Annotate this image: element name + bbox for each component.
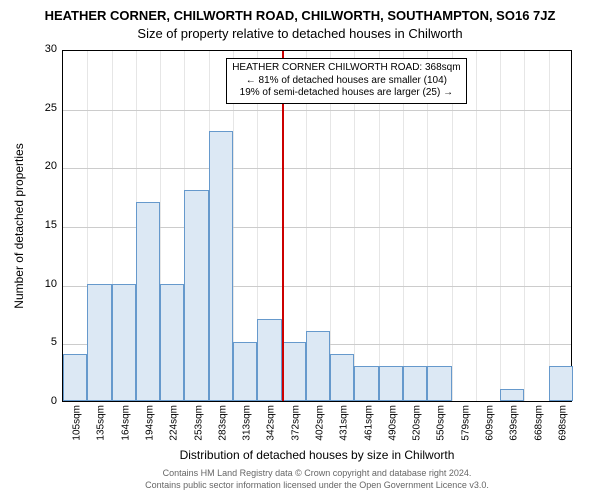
x-tick-label: 609sqm xyxy=(481,401,496,441)
y-tick-label: 15 xyxy=(45,219,63,231)
x-tick-label: 402sqm xyxy=(311,401,326,441)
x-tick-label: 194sqm xyxy=(141,401,156,441)
histogram-bar xyxy=(112,284,136,401)
histogram-bar xyxy=(160,284,184,401)
histogram-bar xyxy=(233,342,257,401)
x-tick-label: 224sqm xyxy=(165,401,180,441)
x-tick-label: 283sqm xyxy=(213,401,228,441)
v-gridline xyxy=(500,51,501,401)
v-gridline xyxy=(524,51,525,401)
chart-title-line2: Size of property relative to detached ho… xyxy=(0,26,600,41)
chart-title-line1: HEATHER CORNER, CHILWORTH ROAD, CHILWORT… xyxy=(0,8,600,23)
y-axis-label: Number of detached properties xyxy=(12,50,26,402)
plot-area: 051015202530105sqm135sqm164sqm194sqm224s… xyxy=(62,50,572,402)
histogram-bar xyxy=(379,366,403,401)
x-axis-label: Distribution of detached houses by size … xyxy=(62,448,572,462)
h-gridline xyxy=(63,110,571,111)
y-tick-label: 10 xyxy=(45,278,63,290)
x-tick-label: 164sqm xyxy=(116,401,131,441)
v-gridline xyxy=(476,51,477,401)
histogram-bar xyxy=(427,366,451,401)
histogram-bar xyxy=(257,319,281,401)
x-tick-label: 313sqm xyxy=(238,401,253,441)
y-tick-label: 20 xyxy=(45,160,63,172)
x-tick-label: 105sqm xyxy=(68,401,83,441)
y-tick-label: 30 xyxy=(45,43,63,55)
x-tick-label: 698sqm xyxy=(553,401,568,441)
x-tick-label: 579sqm xyxy=(456,401,471,441)
x-tick-label: 490sqm xyxy=(383,401,398,441)
x-tick-label: 342sqm xyxy=(262,401,277,441)
y-tick-label: 25 xyxy=(45,102,63,114)
y-tick-label: 0 xyxy=(51,395,63,407)
histogram-bar xyxy=(306,331,330,401)
histogram-bar xyxy=(63,354,87,401)
x-tick-label: 431sqm xyxy=(335,401,350,441)
x-tick-label: 461sqm xyxy=(359,401,374,441)
x-tick-label: 253sqm xyxy=(189,401,204,441)
x-tick-label: 639sqm xyxy=(505,401,520,441)
histogram-bar xyxy=(136,202,160,401)
histogram-bar xyxy=(184,190,208,401)
histogram-bar xyxy=(549,366,573,401)
histogram-bar xyxy=(87,284,111,401)
histogram-bar xyxy=(500,389,524,401)
h-gridline xyxy=(63,168,571,169)
y-tick-label: 5 xyxy=(51,336,63,348)
x-tick-label: 135sqm xyxy=(92,401,107,441)
x-tick-label: 520sqm xyxy=(408,401,423,441)
histogram-bar xyxy=(403,366,427,401)
histogram-bar xyxy=(282,342,306,401)
annotation-line3: 19% of semi-detached houses are larger (… xyxy=(232,87,460,100)
footer-line2: Contains public sector information licen… xyxy=(62,480,572,490)
annotation-line1: HEATHER CORNER CHILWORTH ROAD: 368sqm xyxy=(232,62,460,75)
x-tick-label: 668sqm xyxy=(529,401,544,441)
v-gridline xyxy=(549,51,550,401)
chart-container: HEATHER CORNER, CHILWORTH ROAD, CHILWORT… xyxy=(0,0,600,500)
annotation-line2: ← 81% of detached houses are smaller (10… xyxy=(232,75,460,88)
histogram-bar xyxy=(354,366,378,401)
x-tick-label: 550sqm xyxy=(432,401,447,441)
annotation-box: HEATHER CORNER CHILWORTH ROAD: 368sqm← 8… xyxy=(226,58,466,104)
footer-line1: Contains HM Land Registry data © Crown c… xyxy=(62,468,572,478)
histogram-bar xyxy=(330,354,354,401)
x-tick-label: 372sqm xyxy=(286,401,301,441)
histogram-bar xyxy=(209,131,233,401)
